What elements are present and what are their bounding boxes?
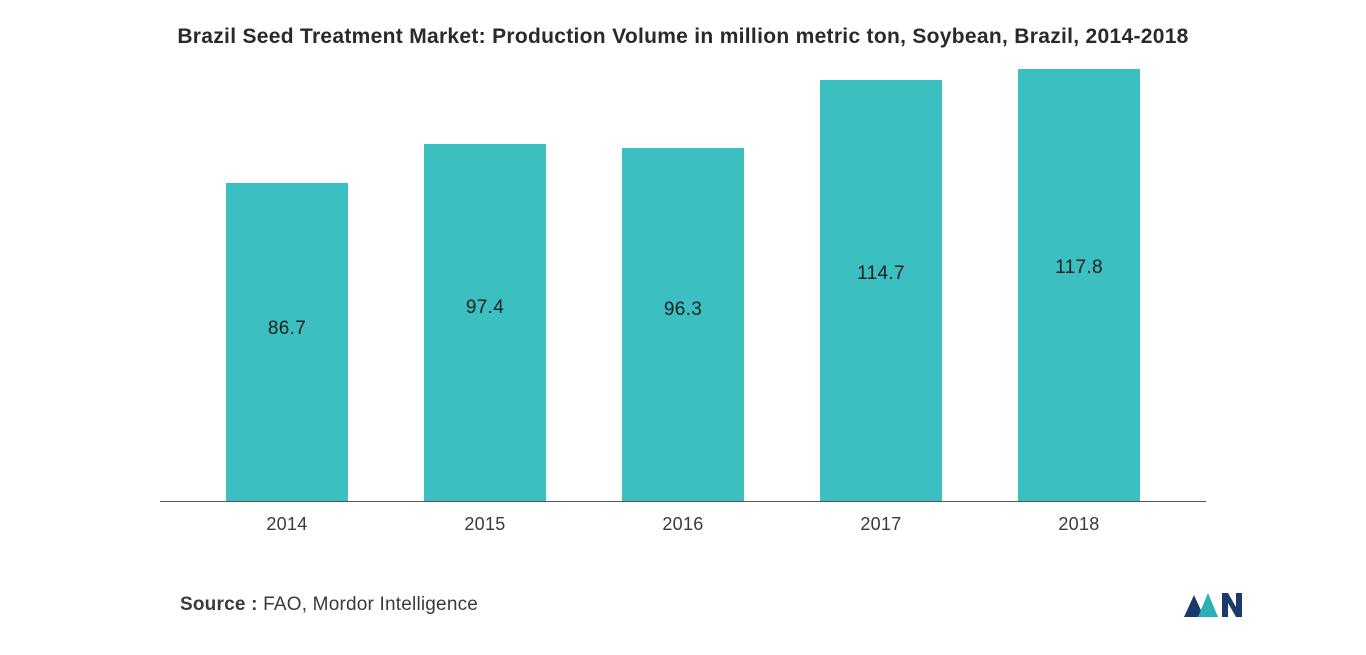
bar-value-label: 86.7: [268, 318, 306, 340]
bar-value-label: 117.8: [1055, 257, 1103, 279]
chart-footer: Source : FAO, Mordor Intelligence: [60, 535, 1306, 625]
x-axis-label: 2016: [618, 514, 748, 535]
source-attribution: Source : FAO, Mordor Intelligence: [180, 594, 478, 616]
bar-group: 97.4: [420, 144, 550, 501]
plot-area: 86.7 97.4 96.3 114.7 117.8: [60, 49, 1306, 501]
logo-triangle-2: [1198, 593, 1218, 617]
bar-value-label: 114.7: [857, 263, 905, 285]
chart-title: Brazil Seed Treatment Market: Production…: [60, 25, 1306, 49]
x-axis-label: 2014: [222, 514, 352, 535]
logo-svg: [1182, 585, 1246, 625]
source-value: FAO, Mordor Intelligence: [258, 594, 478, 615]
bar-group: 96.3: [618, 148, 748, 501]
chart-container: Brazil Seed Treatment Market: Production…: [0, 0, 1366, 655]
bar: 114.7: [820, 80, 942, 501]
source-label: Source :: [180, 594, 258, 615]
bar-group: 117.8: [1014, 69, 1144, 501]
x-axis-labels: 2014 2015 2016 2017 2018: [60, 502, 1306, 535]
bar-group: 86.7: [222, 183, 352, 501]
logo-n-shape: [1222, 593, 1242, 617]
bar: 86.7: [226, 183, 348, 501]
x-axis-label: 2017: [816, 514, 946, 535]
bar: 117.8: [1018, 69, 1140, 501]
mordor-logo-icon: [1182, 585, 1246, 625]
bar: 97.4: [424, 144, 546, 501]
bar-value-label: 97.4: [466, 297, 504, 319]
bar: 96.3: [622, 148, 744, 501]
bar-value-label: 96.3: [664, 299, 702, 321]
x-axis-label: 2018: [1014, 514, 1144, 535]
bar-group: 114.7: [816, 80, 946, 501]
x-axis-label: 2015: [420, 514, 550, 535]
